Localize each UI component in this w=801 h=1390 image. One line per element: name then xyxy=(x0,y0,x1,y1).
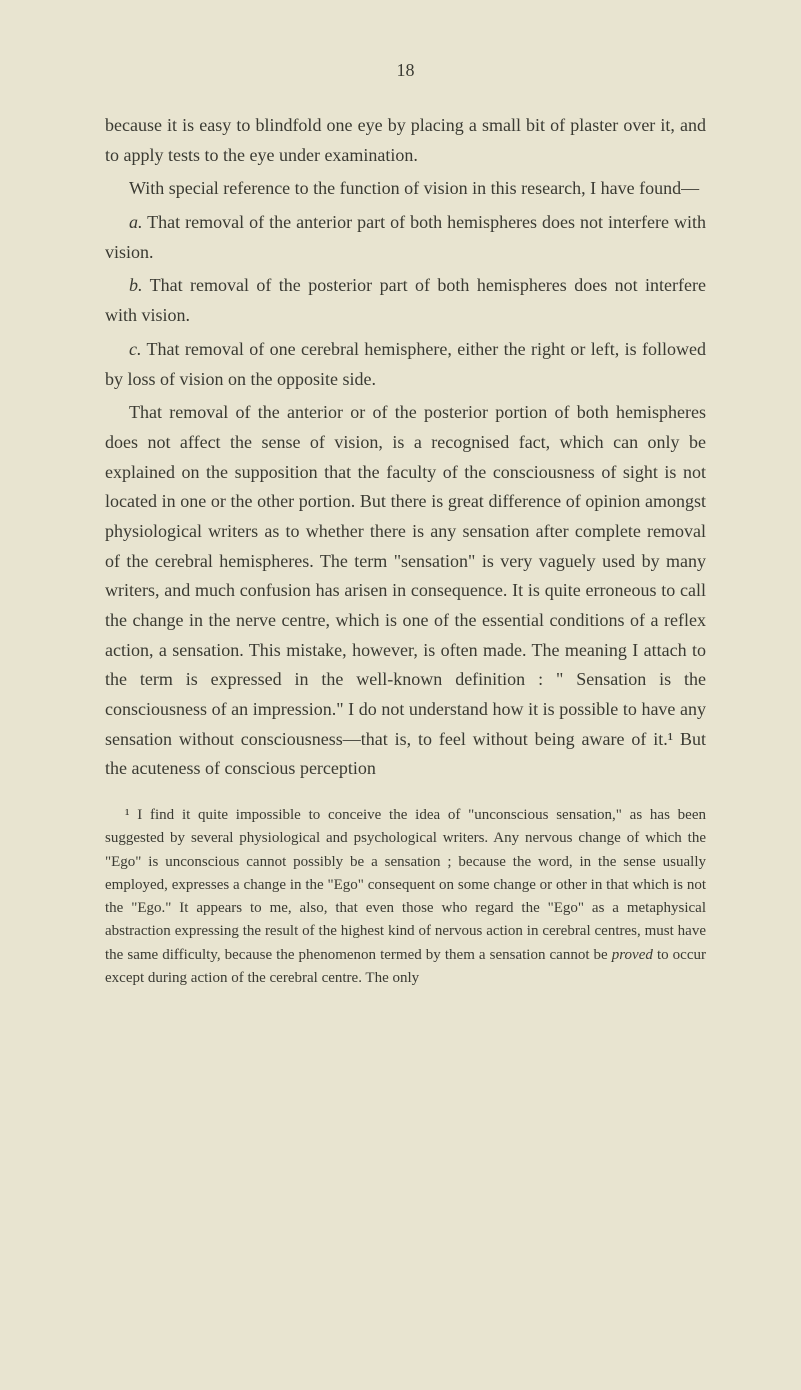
paragraph-2: With special reference to the function o… xyxy=(105,174,706,204)
item-text-b: That removal of the posterior part of bo… xyxy=(105,275,706,325)
footnote-italic: proved xyxy=(612,947,653,963)
item-text-c: That removal of one cerebral hemisphere,… xyxy=(105,339,706,389)
page-number: 18 xyxy=(105,60,706,81)
document-page: 18 because it is easy to blindfold one e… xyxy=(0,0,801,1040)
paragraph-1: because it is easy to blindfold one eye … xyxy=(105,111,706,170)
footnote: ¹ I find it quite impossible to conceive… xyxy=(105,804,706,990)
paragraph-6: That removal of the anterior or of the p… xyxy=(105,398,706,784)
item-label-a: a. xyxy=(129,212,143,232)
item-text-a: That removal of the anterior part of bot… xyxy=(105,212,706,262)
paragraph-3: a. That removal of the anterior part of … xyxy=(105,208,706,267)
paragraph-4: b. That removal of the posterior part of… xyxy=(105,271,706,330)
item-label-b: b. xyxy=(129,275,143,295)
paragraph-5: c. That removal of one cerebral hemisphe… xyxy=(105,335,706,394)
item-label-c: c. xyxy=(129,339,142,359)
